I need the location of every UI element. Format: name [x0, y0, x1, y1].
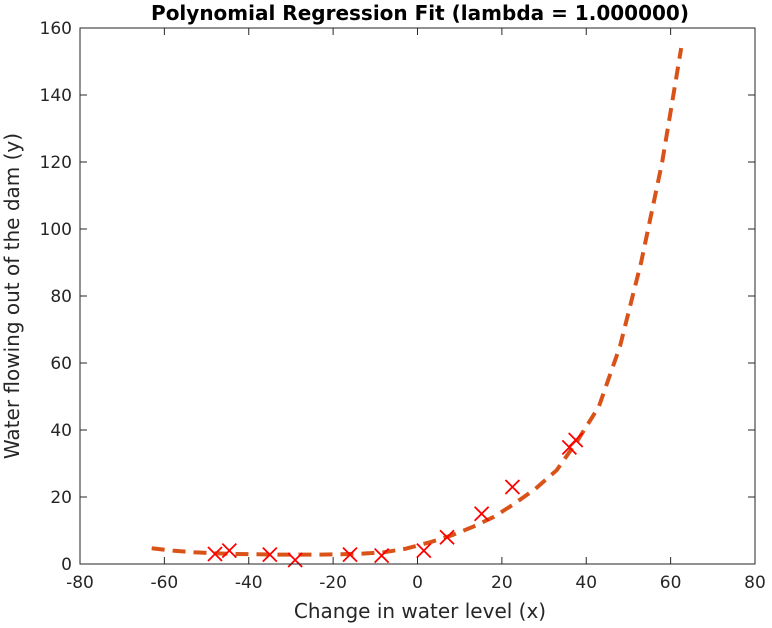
data-point-marker [416, 542, 432, 559]
x-tick-label: 60 [660, 573, 682, 593]
x-tick-label: -40 [235, 573, 263, 593]
y-tick-label: 80 [50, 287, 72, 307]
y-tick-label: 100 [40, 220, 72, 240]
x-tick-label: 20 [491, 573, 513, 593]
chart-title: Polynomial Regression Fit (lambda = 1.00… [151, 1, 689, 25]
x-tick-label: -20 [319, 573, 347, 593]
y-tick-label: 0 [61, 555, 72, 575]
data-point-marker [504, 479, 521, 495]
data-point-marker [287, 552, 303, 568]
plot-background [80, 28, 755, 564]
y-tick-label: 20 [50, 488, 72, 508]
data-point-marker [374, 547, 390, 564]
plot-area [80, 28, 755, 568]
y-tick-label: 140 [40, 86, 72, 106]
data-point-marker [207, 546, 223, 562]
data-point-marker [568, 432, 584, 448]
y-tick-label: 60 [50, 354, 72, 374]
x-axis-label: Change in water level (x) [294, 599, 546, 623]
y-axis-label: Water flowing out of the dam (y) [0, 133, 24, 459]
data-point-marker [473, 506, 490, 522]
data-point-marker [262, 546, 278, 563]
fit-line [151, 47, 684, 557]
data-point-marker [439, 529, 455, 545]
axes: -80 -60 -40 -20 0 20 40 60 80 0 20 40 60 80 100 120 140 1… [40, 19, 766, 593]
data-point-marker [221, 542, 237, 559]
x-tick-label: 40 [575, 573, 597, 593]
x-tick-label: -60 [150, 573, 178, 593]
y-tick-label: 40 [50, 421, 72, 441]
x-tick-label: 80 [744, 573, 766, 593]
x-tick-label: -80 [66, 573, 94, 593]
y-tick-label: 160 [40, 19, 72, 39]
data-point-marker [342, 546, 358, 563]
x-tick-label: 0 [412, 573, 423, 593]
y-tick-label: 120 [40, 153, 72, 173]
